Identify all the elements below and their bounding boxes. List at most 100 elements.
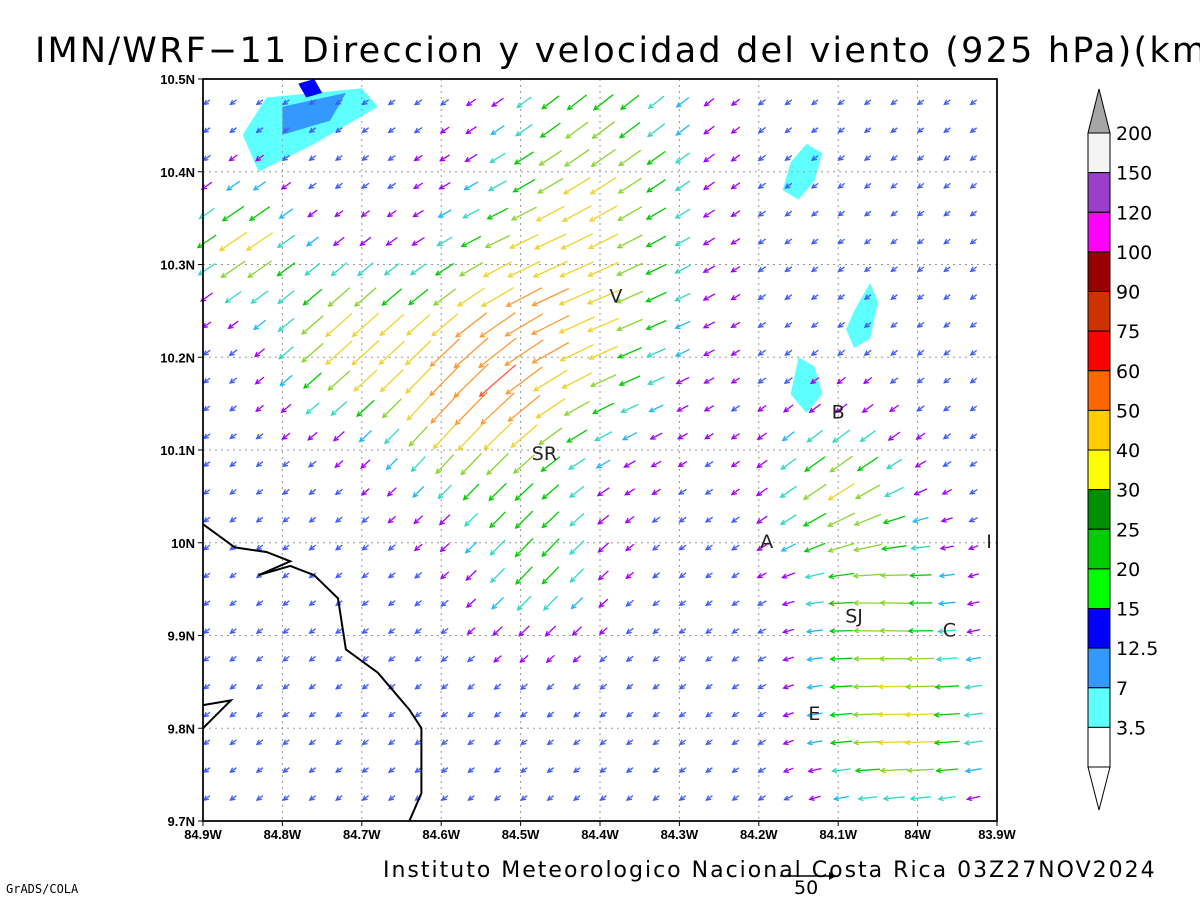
wind-vector-head xyxy=(308,183,315,190)
wind-vector xyxy=(493,795,502,801)
wind-vector xyxy=(387,99,396,106)
wind-vector-head xyxy=(731,711,738,718)
wind-vector-head xyxy=(916,210,923,217)
wind-vector-shaft xyxy=(783,739,794,745)
wind-vector xyxy=(863,321,872,328)
wind-vector-shaft xyxy=(407,396,430,421)
wind-vector xyxy=(805,628,824,635)
wind-vector xyxy=(617,206,643,222)
wind-vector-head xyxy=(757,795,764,801)
wind-vector-head xyxy=(518,630,525,637)
wind-vector xyxy=(598,598,609,608)
wind-vector-head xyxy=(837,183,844,189)
wind-vector xyxy=(301,315,324,335)
wind-vector-head xyxy=(229,628,236,634)
wind-vector-head xyxy=(282,656,289,662)
wind-vector-shaft xyxy=(255,154,264,162)
wind-vector-head xyxy=(379,330,386,337)
wind-vector xyxy=(440,711,449,718)
wind-vector-shaft xyxy=(832,768,851,772)
wind-vector xyxy=(730,182,741,190)
wind-vector xyxy=(458,262,484,277)
wind-vector-head xyxy=(514,551,521,558)
wind-vector-shaft xyxy=(198,262,216,276)
wind-vector xyxy=(731,795,740,801)
wind-vector-head xyxy=(703,378,710,384)
wind-vector xyxy=(757,683,767,690)
wind-vector-head xyxy=(202,99,210,106)
legend-swatch xyxy=(1087,172,1111,213)
wind-vector-shaft xyxy=(880,768,909,772)
wind-vector-shaft xyxy=(513,179,536,193)
wind-vector-head xyxy=(782,712,789,718)
wind-vector-head xyxy=(806,712,813,718)
wind-vector xyxy=(308,544,317,551)
wind-vector xyxy=(676,432,688,440)
wind-vector xyxy=(832,795,850,802)
wind-vector-shaft xyxy=(514,151,534,165)
wind-vector-head xyxy=(808,795,815,801)
wind-vector xyxy=(330,262,348,277)
wind-vector-head xyxy=(647,103,654,109)
wind-vector xyxy=(591,121,615,140)
wind-vector xyxy=(514,483,534,501)
wind-vector xyxy=(647,376,665,385)
wind-vector-shaft xyxy=(911,545,931,550)
wind-vector-shaft xyxy=(830,685,853,688)
wind-vector xyxy=(731,572,740,579)
wind-vector-head xyxy=(757,127,764,134)
wind-vector xyxy=(863,182,872,189)
wind-vector xyxy=(489,567,506,584)
wind-vector xyxy=(910,545,931,551)
wind-vector-head xyxy=(440,601,447,607)
wind-vector xyxy=(491,97,504,108)
wind-vector-head xyxy=(915,434,922,440)
wind-vector-head xyxy=(620,407,627,414)
x-tick-label: 84.3W xyxy=(661,827,699,842)
wind-vector-head xyxy=(933,739,940,746)
wind-vector-head xyxy=(335,795,342,801)
wind-vector-shaft xyxy=(829,601,854,605)
wind-vector xyxy=(457,421,485,451)
wind-vector xyxy=(360,459,371,469)
wind-vector-shaft xyxy=(828,483,855,501)
wind-vector xyxy=(704,433,714,440)
wind-vector-head xyxy=(651,545,659,551)
wind-vector-head xyxy=(479,332,486,338)
wind-vector xyxy=(361,795,369,801)
wind-vector-head xyxy=(903,711,911,718)
wind-vector xyxy=(652,572,661,579)
wind-vector-head xyxy=(781,600,788,607)
wind-vector-head xyxy=(387,517,394,524)
wind-vector-head xyxy=(616,243,623,249)
wind-vector-head xyxy=(890,127,897,134)
wind-vector xyxy=(429,338,460,368)
wind-vector xyxy=(705,767,713,774)
wind-vector-head xyxy=(353,301,361,308)
wind-vector xyxy=(404,340,432,366)
wind-vector-shaft xyxy=(229,349,238,356)
wind-vector-shaft xyxy=(255,376,265,385)
wind-vector xyxy=(252,180,267,191)
wind-vector-shaft xyxy=(939,573,955,577)
wind-vector-head xyxy=(646,352,653,358)
wind-vector xyxy=(255,767,264,774)
wind-vector-head xyxy=(784,211,791,217)
wind-vector xyxy=(837,294,845,301)
wind-vector-head xyxy=(933,711,940,718)
wind-vector-shaft xyxy=(491,125,505,135)
wind-vector xyxy=(645,235,667,248)
wind-vector-shaft xyxy=(880,602,909,604)
wind-vector xyxy=(678,544,687,551)
wind-vector xyxy=(599,655,608,663)
wind-vector-head xyxy=(779,519,787,526)
wind-vector-shaft xyxy=(830,657,853,660)
wind-vector-head xyxy=(836,378,843,385)
wind-vector-shaft xyxy=(647,123,666,137)
wind-vector-shaft xyxy=(387,210,397,217)
wind-vector-head xyxy=(646,131,654,138)
wind-vector xyxy=(597,570,609,581)
wind-vector-head xyxy=(486,214,493,220)
wind-vector-shaft xyxy=(731,293,741,301)
wind-vector-shaft xyxy=(783,684,794,689)
